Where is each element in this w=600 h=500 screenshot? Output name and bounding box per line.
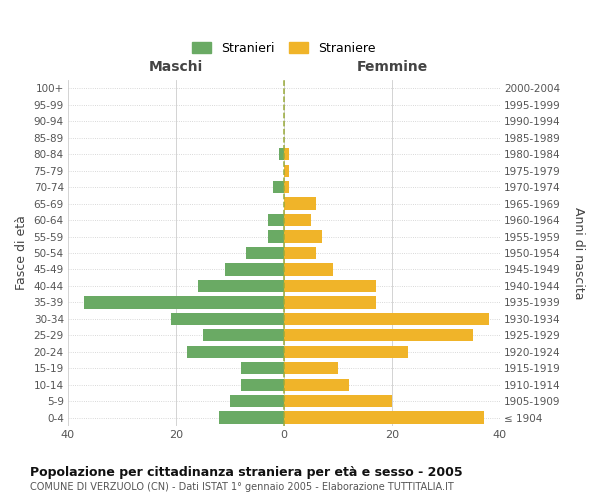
- Text: Popolazione per cittadinanza straniera per età e sesso - 2005: Popolazione per cittadinanza straniera p…: [30, 466, 463, 479]
- Bar: [278, 148, 284, 160]
- Text: Maschi: Maschi: [149, 60, 203, 74]
- Bar: [246, 247, 284, 259]
- Bar: [219, 412, 284, 424]
- Bar: [268, 214, 284, 226]
- Bar: [284, 264, 332, 276]
- Bar: [284, 214, 311, 226]
- Bar: [170, 312, 284, 325]
- Text: Femmine: Femmine: [356, 60, 428, 74]
- Y-axis label: Anni di nascita: Anni di nascita: [572, 206, 585, 299]
- Bar: [284, 247, 316, 259]
- Bar: [284, 296, 376, 308]
- Bar: [268, 230, 284, 242]
- Bar: [203, 329, 284, 342]
- Bar: [197, 280, 284, 292]
- Y-axis label: Fasce di età: Fasce di età: [15, 216, 28, 290]
- Bar: [284, 280, 376, 292]
- Bar: [284, 181, 289, 194]
- Bar: [284, 346, 408, 358]
- Bar: [241, 362, 284, 374]
- Bar: [224, 264, 284, 276]
- Bar: [84, 296, 284, 308]
- Bar: [230, 395, 284, 407]
- Bar: [284, 312, 489, 325]
- Bar: [284, 329, 473, 342]
- Bar: [241, 378, 284, 391]
- Legend: Stranieri, Straniere: Stranieri, Straniere: [188, 38, 379, 58]
- Bar: [284, 412, 484, 424]
- Bar: [187, 346, 284, 358]
- Bar: [284, 395, 392, 407]
- Text: COMUNE DI VERZUOLO (CN) - Dati ISTAT 1° gennaio 2005 - Elaborazione TUTTITALIA.I: COMUNE DI VERZUOLO (CN) - Dati ISTAT 1° …: [30, 482, 454, 492]
- Bar: [284, 378, 349, 391]
- Bar: [284, 198, 316, 210]
- Bar: [284, 362, 338, 374]
- Bar: [284, 148, 289, 160]
- Bar: [284, 230, 322, 242]
- Bar: [284, 164, 289, 177]
- Bar: [273, 181, 284, 194]
